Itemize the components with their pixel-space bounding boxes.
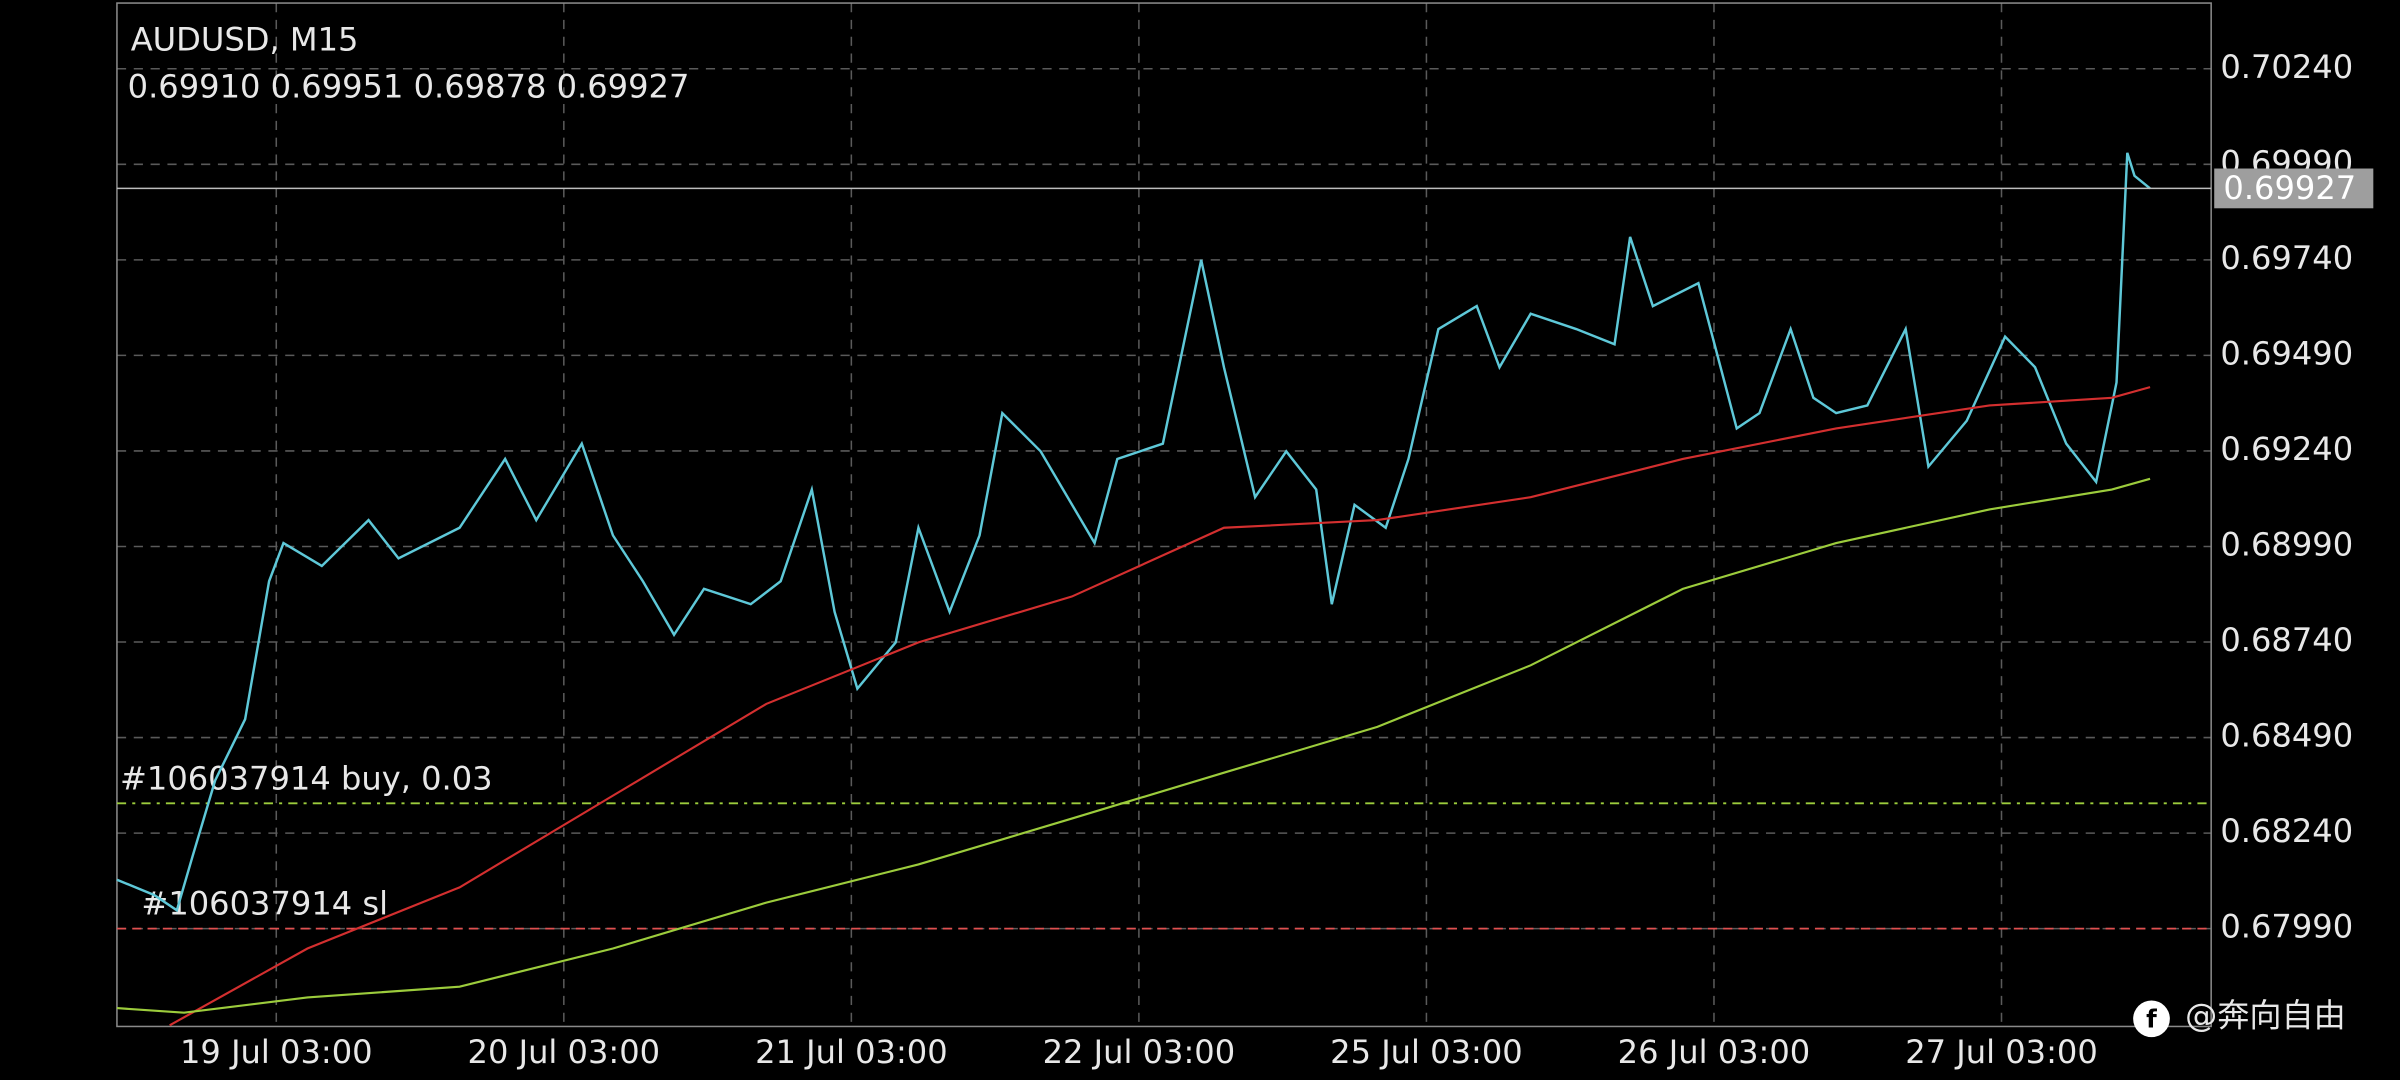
y-tick-label: 0.68740 — [2220, 621, 2353, 659]
watermark: @奔向自由 — [2185, 996, 2346, 1034]
x-tick-label: 20 Jul 03:00 — [468, 1033, 661, 1071]
y-tick-label: 0.70240 — [2220, 48, 2353, 86]
y-tick-label: 0.69240 — [2220, 430, 2353, 468]
price-box — [2214, 168, 2374, 209]
order-label: #106037914 buy, 0.03 — [120, 759, 493, 797]
y-tick-label: 0.67990 — [2220, 908, 2353, 946]
x-tick-label: 27 Jul 03:00 — [1905, 1033, 2098, 1071]
x-tick-label: 25 Jul 03:00 — [1330, 1033, 1523, 1071]
series-line — [169, 386, 2151, 1027]
x-tick-label: 26 Jul 03:00 — [1618, 1033, 1811, 1071]
series-line — [116, 152, 2151, 913]
y-tick-label: 0.68990 — [2220, 525, 2353, 563]
price-label: 0.69927 — [2223, 169, 2356, 207]
x-tick-label: 22 Jul 03:00 — [1043, 1033, 1236, 1071]
x-tick-label: 21 Jul 03:00 — [755, 1033, 948, 1071]
plot-frame — [116, 2, 2212, 1028]
symbol: AUDUSD, M15 — [131, 20, 359, 58]
y-tick-label: 0.69740 — [2220, 239, 2353, 277]
y-tick-label: 0.68490 — [2220, 717, 2353, 755]
svg-text:f: f — [2146, 1004, 2157, 1033]
watermark-icon: f — [2133, 1000, 2170, 1038]
y-tick-label: 0.68240 — [2220, 812, 2353, 850]
series-line — [116, 477, 2151, 1014]
y-tick-label: 0.69490 — [2220, 334, 2353, 372]
ohlc: 0.69910 0.69951 0.69878 0.69927 — [128, 68, 690, 106]
x-tick-label: 19 Jul 03:00 — [180, 1033, 373, 1071]
